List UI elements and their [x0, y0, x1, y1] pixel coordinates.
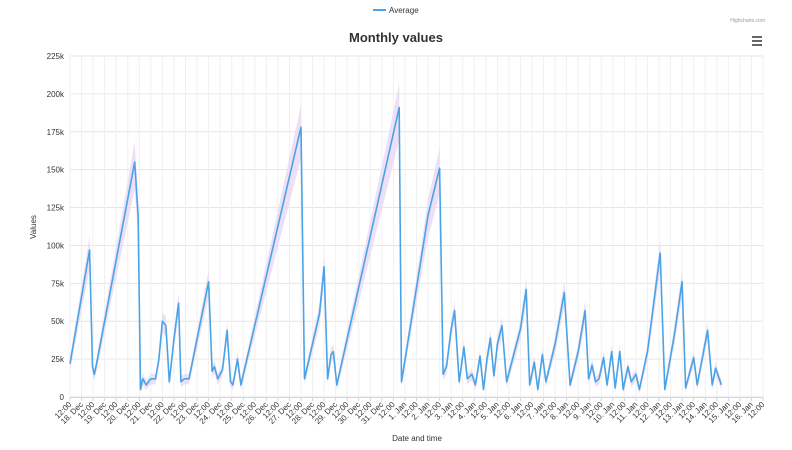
y-axis-title: Values: [29, 215, 38, 239]
axes: [69, 397, 764, 401]
y-tick-label: 25k: [51, 355, 65, 364]
series-line[interactable]: [69, 106, 723, 391]
y-tick-label: 225k: [47, 52, 65, 61]
y-tick-label: 100k: [47, 241, 65, 250]
series-average[interactable]: [69, 83, 723, 395]
y-tick-label: 125k: [47, 204, 65, 213]
x-axis-title: Date and time: [392, 434, 442, 443]
y-tick-label: 0: [60, 393, 65, 402]
series-range-band: [70, 83, 722, 394]
y-tick-label: 75k: [51, 279, 65, 288]
legend-item-average[interactable]: Average: [389, 6, 419, 15]
y-axis-ticks: 0 25k 50k 75k 100k 125k 150k 175k 200k 225k: [47, 52, 65, 402]
y-tick-label: 50k: [51, 317, 65, 326]
credits-link[interactable]: Highcharts.com: [730, 18, 765, 24]
hamburger-icon[interactable]: [750, 34, 766, 48]
chart-title: Monthly values: [349, 30, 443, 45]
y-tick-label: 150k: [47, 166, 65, 175]
y-tick-label: 200k: [47, 90, 65, 99]
y-tick-label: 175k: [47, 128, 65, 137]
legend[interactable]: Average: [373, 6, 419, 15]
